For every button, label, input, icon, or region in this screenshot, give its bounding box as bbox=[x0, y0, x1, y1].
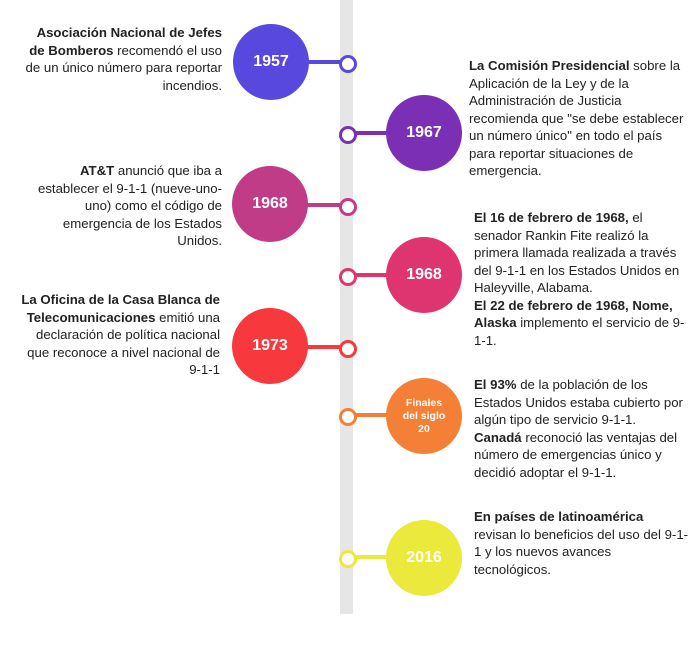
event-description: revisan lo beneficios del uso del 9-1-1 … bbox=[474, 526, 689, 577]
connector-finales bbox=[346, 413, 406, 417]
event-description: anunció que iba a establecer el 9-1-1 (n… bbox=[38, 163, 222, 248]
timeline-node-1967 bbox=[339, 126, 357, 144]
event-heading-secondary: El 22 de febrero de 1968, Nome, Alaska bbox=[474, 297, 673, 331]
event-heading: El 93% bbox=[474, 377, 517, 392]
timeline-node-1968-att bbox=[339, 198, 357, 216]
event-description: de la población de los Estados Unidos es… bbox=[474, 377, 683, 427]
connector-1968-att bbox=[288, 203, 346, 207]
event-text-2016: En países de latinoamérica revisan lo be… bbox=[474, 508, 689, 578]
connector-2016 bbox=[346, 555, 406, 559]
event-description: el senador Rankin Fite realizó la primer… bbox=[474, 210, 680, 295]
timeline-node-1973 bbox=[339, 340, 357, 358]
event-heading: La Oficina de la Casa Blanca de Telecomu… bbox=[21, 292, 220, 325]
timeline-node-2016 bbox=[339, 550, 357, 568]
event-text-1968-call: El 16 de febrero de 1968, el senador Ran… bbox=[474, 209, 689, 349]
year-badge-finales-label: Finales del siglo 20 bbox=[402, 396, 446, 435]
event-heading-secondary: Canadá bbox=[474, 429, 522, 445]
year-badge-1973: 1973 bbox=[232, 308, 308, 384]
event-description-secondary: reconoció las ventajas del número de eme… bbox=[474, 429, 678, 480]
year-badge-1967: 1967 bbox=[386, 95, 462, 171]
timeline-spine bbox=[340, 0, 353, 614]
event-text-finales: El 93% de la población de los Estados Un… bbox=[474, 376, 689, 481]
year-badge-1968-call: 1968 bbox=[386, 237, 462, 313]
event-text-1973: La Oficina de la Casa Blanca de Telecomu… bbox=[20, 291, 220, 379]
timeline-node-finales bbox=[339, 408, 357, 426]
year-badge-finales: Finales del siglo 20 bbox=[386, 378, 462, 454]
event-heading: En países de latinoamérica bbox=[474, 509, 644, 524]
event-heading: AT&T bbox=[80, 163, 115, 178]
timeline-node-1957 bbox=[339, 55, 357, 73]
connector-1968-call bbox=[346, 273, 406, 277]
connector-1957 bbox=[288, 60, 346, 64]
event-description: sobre la Aplicación de la Ley y de la Ad… bbox=[469, 58, 684, 178]
event-description: recomendó el uso de un único número para… bbox=[25, 42, 222, 93]
event-text-1968-att: AT&T anunció que iba a establecer el 9-1… bbox=[20, 162, 222, 250]
event-description-secondary: implemento el servicio de 9-1-1. bbox=[474, 315, 685, 348]
event-description: emitió una declaración de política nacio… bbox=[27, 309, 220, 378]
year-badge-2016: 2016 bbox=[386, 520, 462, 596]
connector-1973 bbox=[288, 345, 346, 349]
event-heading: El 16 de febrero de 1968, bbox=[474, 210, 629, 225]
year-badge-1957: 1957 bbox=[233, 24, 309, 100]
year-badge-1968-att: 1968 bbox=[232, 166, 308, 242]
event-heading: Asociación Nacional de Jefes de Bomberos bbox=[29, 25, 222, 58]
connector-1967 bbox=[346, 131, 406, 135]
event-text-1967: La Comisión Presidencial sobre la Aplica… bbox=[469, 57, 687, 180]
event-text-1957: Asociación Nacional de Jefes de Bomberos… bbox=[20, 24, 222, 94]
timeline-node-1968-call bbox=[339, 268, 357, 286]
event-heading: La Comisión Presidencial bbox=[469, 58, 630, 73]
